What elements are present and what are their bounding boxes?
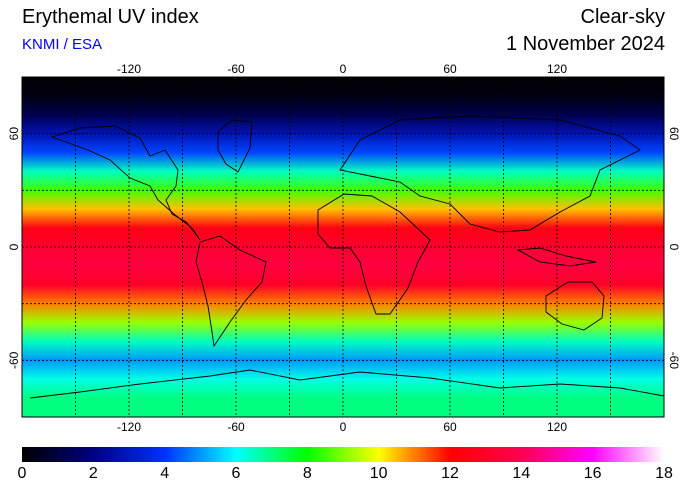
indonesia-outline (516, 247, 597, 267)
top-lon-tick-label: 60 (443, 62, 457, 76)
australia-outline (545, 281, 605, 331)
left-lat-tick-label: 60 (7, 127, 21, 141)
south-america-outline (195, 235, 267, 348)
bottom-lon-tick-label: 0 (340, 420, 347, 434)
colorbar-tick-label: 6 (231, 465, 241, 482)
colorbar-tick-label: 2 (88, 465, 98, 482)
eurasia-outline (339, 115, 641, 233)
colorbar-tick-label: 14 (512, 465, 531, 482)
source-credit: KNMI / ESA (22, 36, 103, 53)
colorbar-tick-label: 4 (160, 465, 170, 482)
right-lat-tick-label: -60 (667, 352, 681, 370)
left-lat-tick-label: 0 (7, 243, 21, 250)
colorbar-tick-label: 10 (369, 465, 388, 482)
greenland-outline (217, 119, 253, 173)
left-lat-tick-label: -60 (7, 351, 21, 369)
top-lon-tick-label: -60 (227, 62, 245, 76)
colorbar-tick-label: 8 (302, 465, 312, 482)
colorbar-tick-label: 16 (583, 465, 602, 482)
antarctica-outline (29, 369, 664, 399)
bottom-lon-tick-label: 60 (443, 420, 457, 434)
bottom-lon-tick-label: -60 (227, 420, 245, 434)
africa-outline (317, 193, 431, 315)
coastlines (29, 115, 664, 399)
sky-mode-label: Clear-sky (580, 6, 665, 28)
right-lat-tick-label: 60 (667, 127, 681, 141)
bottom-lon-tick-label: -120 (117, 420, 141, 434)
right-lat-tick-label: 0 (667, 244, 681, 251)
top-lon-tick-label: 0 (340, 62, 347, 76)
date-label: 1 November 2024 (506, 33, 665, 55)
north-america-outline (50, 125, 201, 241)
colorbar-tick-label: 12 (441, 465, 459, 482)
bottom-lon-tick-label: 120 (547, 420, 567, 434)
graticule (22, 77, 664, 417)
axis-labels: -120 -120 -60 -60 0 0 60 60 120 120 60 60 0 0 -60 -60 (7, 62, 681, 434)
top-lon-tick-label: -120 (117, 62, 141, 76)
colorbar (22, 447, 664, 462)
map-frame (21, 76, 665, 418)
top-lon-tick-label: 120 (547, 62, 567, 76)
colorbar-tick-label: 0 (17, 465, 27, 482)
colorbar-tick-label: 18 (655, 465, 673, 482)
chart-title: Erythemal UV index (22, 6, 199, 28)
